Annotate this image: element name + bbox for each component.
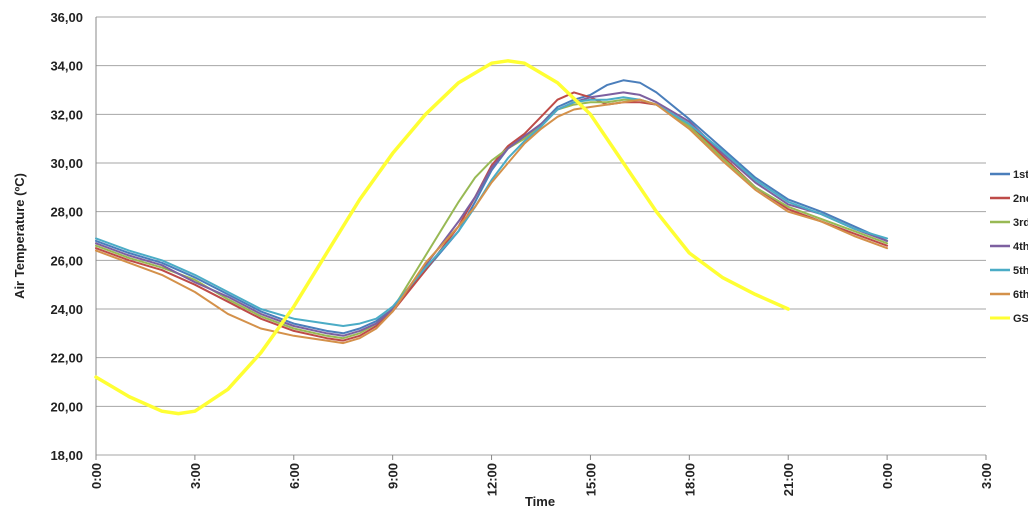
legend-label: 6th (1013, 289, 1028, 301)
x-tick-label: 18:00 (682, 463, 697, 496)
legend-label: 5th (1013, 265, 1028, 277)
series-line-3rd (95, 98, 889, 340)
y-tick-label: 26,00 (50, 253, 83, 268)
series-lines (94, 59, 889, 416)
legend-label: 2nd (1013, 193, 1028, 205)
y-tick-label: 18,00 (50, 448, 83, 463)
y-tick-label: 28,00 (50, 205, 83, 220)
grid-lines (96, 16, 986, 456)
y-tick-label: 20,00 (50, 399, 83, 414)
x-tick-label: 6:00 (287, 463, 302, 489)
y-tick-label: 22,00 (50, 351, 83, 366)
y-axis-title: Air Temperature (ºC) (12, 173, 27, 299)
x-tick-label: 21:00 (781, 463, 796, 496)
legend-label: 1st (1013, 169, 1028, 181)
x-tick-label: 3:00 (188, 463, 203, 489)
series-line-2nd (95, 91, 889, 342)
series-line-5th (95, 96, 889, 327)
x-tick-label: 12:00 (485, 463, 500, 496)
y-tick-label: 34,00 (50, 59, 83, 74)
y-tick-label: 24,00 (50, 302, 83, 317)
x-tick-labels: 0:00 3:00 6:00 9:00 12:00 15:00 18:00 21:00 0:00… (89, 455, 994, 496)
x-axis-title: Time (525, 494, 555, 508)
x-tick-label: 0:00 (880, 463, 895, 489)
y-tick-label: 36,00 (50, 10, 83, 25)
y-tick-label: 30,00 (50, 156, 83, 171)
x-tick-label: 15:00 (583, 463, 598, 496)
x-tick-label: 9:00 (386, 463, 401, 489)
series-line-gs (94, 59, 790, 416)
y-tick-label: 32,00 (50, 107, 83, 122)
y-tick-labels: 18,00 20,00 22,00 24,00 26,00 28,00 30,00 32,00… (50, 10, 83, 463)
series-line-6th (95, 98, 889, 345)
legend-label: 4th (1013, 241, 1028, 253)
x-tick-label: 0:00 (89, 463, 104, 489)
legend-label: GS (1013, 313, 1028, 325)
legend-label: 3rd (1013, 217, 1028, 229)
x-tick-label: 3:00 (979, 463, 994, 489)
legend: 1st 2nd 3rd 4th 5th 6th GS (990, 169, 1028, 325)
